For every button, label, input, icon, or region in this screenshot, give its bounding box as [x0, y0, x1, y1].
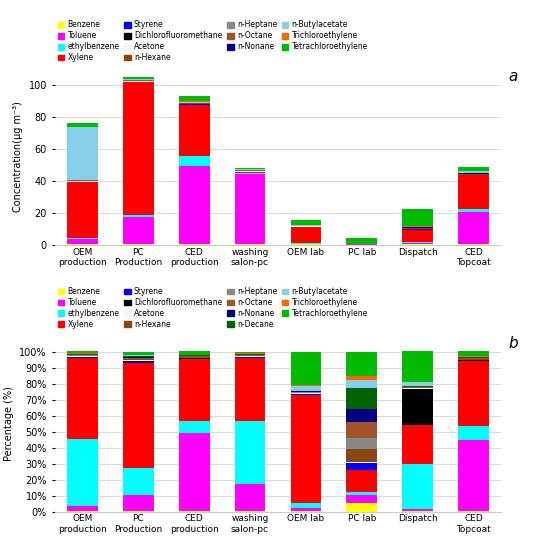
Bar — [347, 376, 377, 381]
Bar — [67, 244, 98, 245]
Bar — [67, 239, 98, 244]
Bar — [347, 449, 377, 463]
Bar — [458, 175, 489, 209]
Bar — [179, 351, 209, 355]
Bar — [123, 82, 154, 215]
Bar — [67, 358, 98, 439]
Bar — [179, 166, 209, 244]
Bar — [290, 503, 321, 508]
Bar — [67, 127, 98, 180]
Bar — [123, 357, 154, 358]
Bar — [67, 506, 98, 511]
Bar — [458, 171, 489, 173]
Bar — [179, 421, 209, 433]
Bar — [67, 238, 98, 239]
Bar — [347, 238, 377, 244]
Bar — [290, 395, 321, 503]
Bar — [458, 426, 489, 440]
Bar — [179, 96, 209, 101]
Bar — [458, 351, 489, 356]
Bar — [347, 503, 377, 512]
Bar — [402, 243, 433, 244]
Bar — [123, 468, 154, 495]
Bar — [347, 388, 377, 409]
Bar — [458, 209, 489, 212]
Bar — [123, 495, 154, 511]
Bar — [402, 229, 433, 243]
Bar — [123, 361, 154, 362]
Bar — [347, 351, 377, 376]
Bar — [123, 215, 154, 217]
Bar — [123, 244, 154, 245]
Bar — [347, 470, 377, 492]
Legend: Benzene, Toluene, ethylbenzene, Xylene, Styrene, Dichlorofluoromethane, Acetone,: Benzene, Toluene, ethylbenzene, Xylene, … — [54, 18, 371, 65]
Bar — [123, 355, 154, 356]
Bar — [123, 360, 154, 361]
Bar — [67, 351, 98, 353]
Bar — [179, 244, 209, 245]
Bar — [290, 386, 321, 390]
Bar — [402, 426, 433, 464]
Bar — [123, 217, 154, 244]
Bar — [235, 168, 265, 169]
Bar — [123, 359, 154, 360]
Bar — [290, 243, 321, 244]
Bar — [290, 220, 321, 225]
Bar — [290, 351, 321, 386]
Bar — [67, 123, 98, 127]
Bar — [347, 492, 377, 496]
Bar — [402, 382, 433, 387]
Bar — [123, 79, 154, 80]
Bar — [458, 440, 489, 511]
Bar — [347, 496, 377, 503]
Bar — [179, 156, 209, 166]
Bar — [123, 351, 154, 355]
Bar — [123, 511, 154, 512]
Bar — [402, 389, 433, 425]
Y-axis label: Concentration(μg m⁻³): Concentration(μg m⁻³) — [13, 101, 23, 212]
Bar — [458, 167, 489, 170]
Bar — [458, 361, 489, 426]
Bar — [235, 172, 265, 173]
Bar — [123, 356, 154, 357]
Bar — [458, 212, 489, 244]
Bar — [290, 227, 321, 243]
Bar — [179, 359, 209, 421]
Bar — [235, 174, 265, 244]
Bar — [235, 351, 265, 353]
Text: a: a — [508, 69, 518, 84]
Bar — [235, 421, 265, 483]
Bar — [179, 433, 209, 511]
Bar — [402, 351, 433, 382]
Bar — [179, 104, 209, 156]
Bar — [290, 225, 321, 226]
Bar — [67, 183, 98, 238]
Bar — [235, 483, 265, 511]
Bar — [402, 210, 433, 226]
Bar — [67, 439, 98, 506]
Bar — [123, 78, 154, 79]
Bar — [402, 509, 433, 511]
Text: b: b — [508, 336, 518, 350]
Bar — [347, 438, 377, 449]
Bar — [123, 358, 154, 359]
Bar — [235, 173, 265, 174]
Bar — [123, 362, 154, 468]
Bar — [347, 409, 377, 422]
Bar — [402, 464, 433, 509]
Legend: Benzene, Toluene, ethylbenzene, Xylene, Styrene, Dichlorofluoromethane, Acetone,: Benzene, Toluene, ethylbenzene, Xylene, … — [54, 284, 371, 332]
Bar — [347, 422, 377, 438]
Bar — [347, 463, 377, 470]
Bar — [235, 169, 265, 170]
Bar — [347, 381, 377, 388]
Bar — [290, 508, 321, 511]
Y-axis label: Percentage (%): Percentage (%) — [4, 386, 14, 461]
Bar — [235, 358, 265, 421]
